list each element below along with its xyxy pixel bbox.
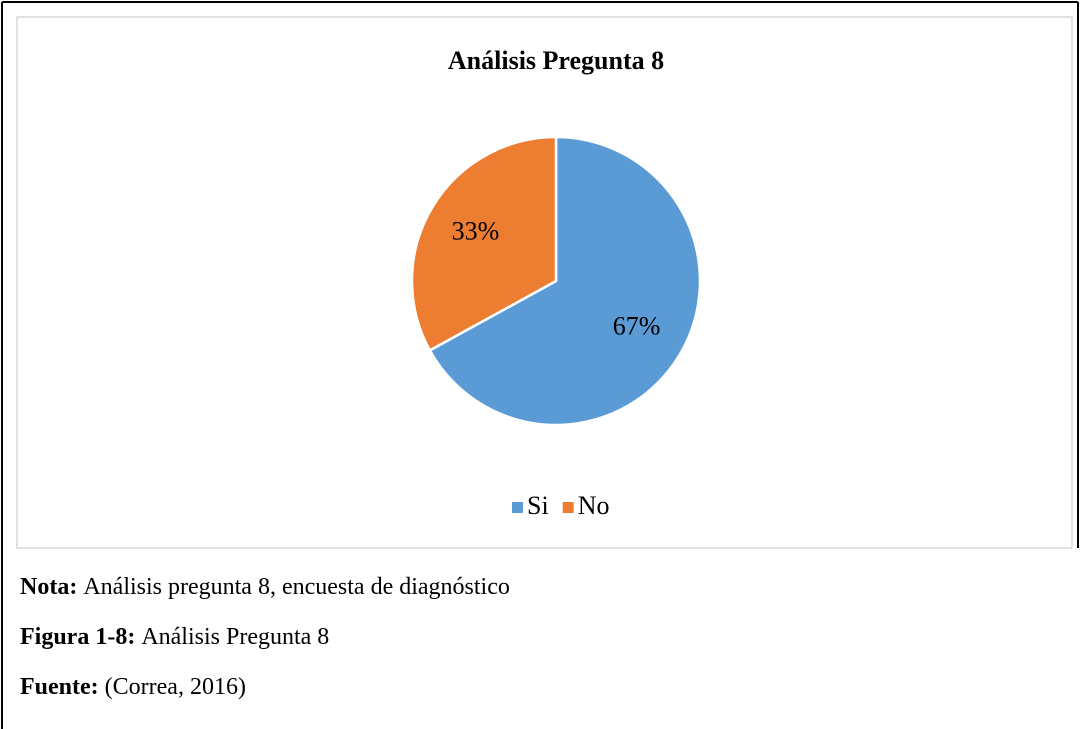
note-text: Análisis pregunta 8, encuesta de diagnós…	[83, 574, 510, 600]
legend-label: No	[578, 491, 610, 520]
chart-title: Análisis Pregunta 8	[448, 46, 664, 75]
note-label: Figura 1-8:	[20, 624, 135, 650]
note-label: Nota:	[20, 574, 77, 600]
legend-swatch	[512, 502, 523, 513]
note-line: Fuente: (Correa, 2016)	[20, 674, 246, 700]
data-label: 67%	[613, 312, 661, 341]
notes: Nota: Análisis pregunta 8, encuesta de di…	[20, 574, 510, 700]
note-text: (Correa, 2016)	[105, 674, 246, 700]
data-label: 33%	[452, 216, 500, 245]
note-label: Fuente:	[20, 674, 99, 700]
note-text: Análisis Pregunta 8	[141, 624, 329, 650]
legend-swatch	[562, 502, 574, 513]
legend-label: Si	[527, 491, 549, 520]
note-line: Nota: Análisis pregunta 8, encuesta de di…	[20, 574, 510, 600]
pie-slice	[410, 135, 558, 353]
note-line: Figura 1-8: Análisis Pregunta 8	[20, 624, 329, 650]
pie-slice	[428, 135, 702, 427]
